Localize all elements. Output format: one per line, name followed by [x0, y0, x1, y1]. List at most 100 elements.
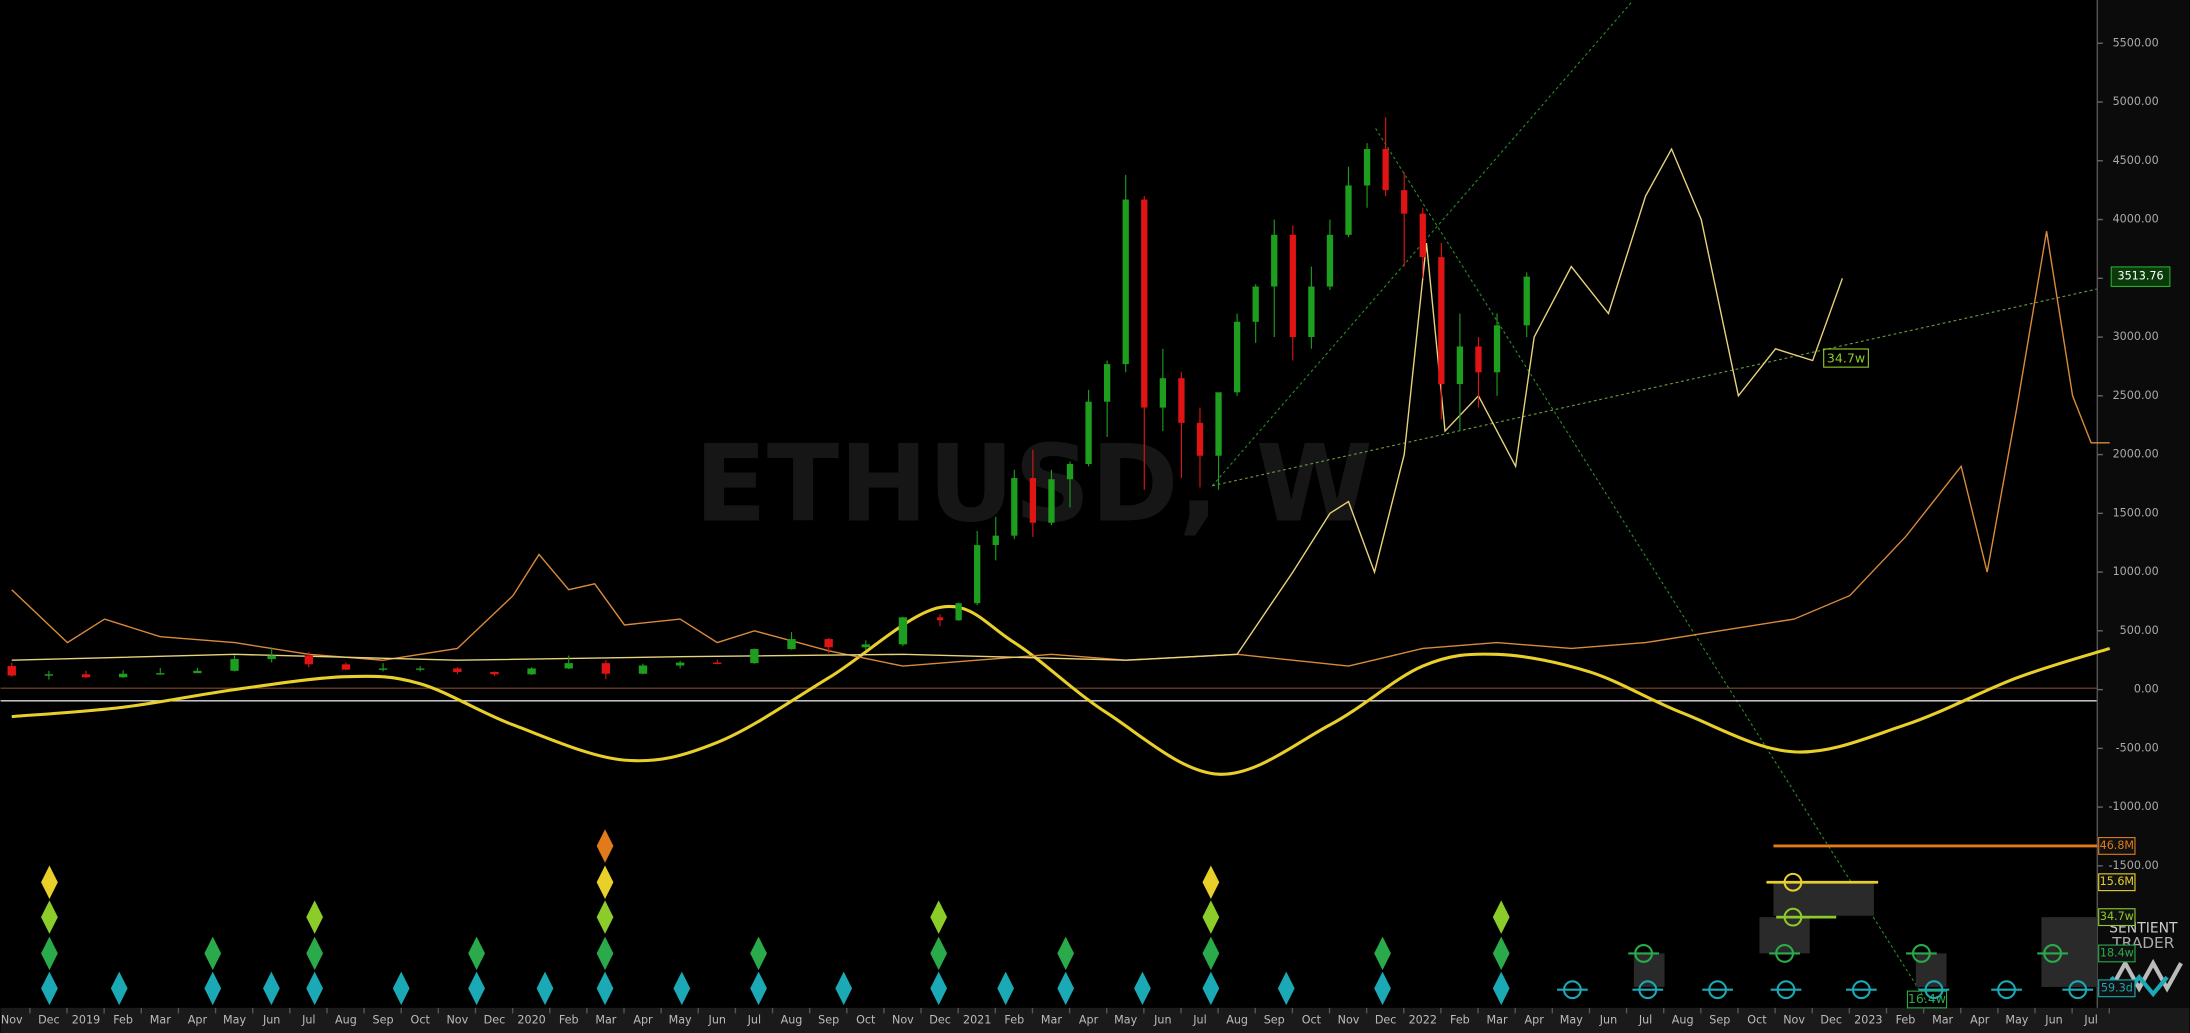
- candle-body: [1085, 401, 1092, 464]
- candle-body: [936, 617, 944, 621]
- candle-body: [1345, 185, 1352, 235]
- cycle-box: [1759, 917, 1810, 954]
- x-tick-label: Jun: [2044, 1013, 2062, 1026]
- x-tick-label: Mar: [1041, 1013, 1062, 1026]
- y-tick-label: 2500.00: [2113, 389, 2159, 402]
- x-tick-label: Oct: [1747, 1013, 1767, 1026]
- x-tick-label: Jul: [1638, 1013, 1652, 1026]
- cycle-marker: [930, 936, 948, 971]
- cycle-projection: [1783, 872, 1803, 892]
- cycle-label: 18.4w: [2100, 946, 2134, 959]
- annotation: 16.4w: [1908, 991, 1946, 1006]
- candle-body: [341, 664, 351, 670]
- x-tick-label: Oct: [411, 1013, 431, 1026]
- y-tick-label: -500.00: [2116, 741, 2159, 754]
- cycle-badge: [2098, 908, 2136, 927]
- cycle-marker: [596, 900, 614, 934]
- cycle-marker: [468, 971, 485, 1006]
- candle-body: [750, 649, 759, 664]
- cycle-projection: [1638, 980, 1658, 1000]
- candle-body: [267, 655, 276, 660]
- cycle-marker: [1202, 900, 1220, 934]
- y-tick-label: 2000.00: [2113, 448, 2159, 461]
- candle-body: [1178, 378, 1185, 423]
- candle-body: [974, 545, 981, 604]
- cycle-projection: [1708, 980, 1728, 1000]
- candle-body: [1141, 199, 1148, 408]
- x-tick-label: Oct: [1302, 1013, 1322, 1026]
- x-tick-label: Mar: [595, 1013, 616, 1026]
- x-tick-label: Oct: [856, 1013, 876, 1026]
- cycle-marker: [1374, 936, 1391, 971]
- candle-body: [1456, 346, 1464, 385]
- cycle-projection: [1911, 944, 1931, 963]
- x-tick-label: Nov: [1, 1013, 23, 1026]
- x-tick-label: 2019: [72, 1013, 100, 1026]
- y-tick-label: -1500.00: [2109, 859, 2159, 872]
- candle-body: [1475, 346, 1482, 373]
- y-axis-panel: [2097, 0, 2190, 1008]
- cycle-projection: [2068, 980, 2088, 1000]
- cycle-marker: [1057, 971, 1075, 1006]
- candle-body: [7, 666, 16, 676]
- cycle-projection: [1562, 980, 1582, 1000]
- candle-body: [1308, 286, 1315, 338]
- cycle-marker: [1057, 936, 1075, 971]
- x-tick-label: Nov: [1783, 1013, 1805, 1026]
- x-tick-label: Aug: [781, 1013, 803, 1026]
- cycle-marker: [1374, 971, 1391, 1006]
- candle-body: [527, 668, 536, 675]
- cycle-projection: [1634, 944, 1654, 963]
- candle-body: [378, 668, 388, 670]
- cycle-marker: [930, 900, 948, 934]
- candle-body: [861, 644, 870, 648]
- cycle-label: 15.6M: [2100, 875, 2134, 888]
- candle-body: [118, 673, 128, 678]
- candle-body: [1523, 276, 1530, 326]
- cycle-badge: [2098, 873, 2136, 892]
- cycle-marker: [41, 936, 58, 971]
- x-tick-label: Nov: [1338, 1013, 1360, 1026]
- candle-body: [416, 668, 425, 670]
- candle-body: [1104, 364, 1111, 402]
- cycle-projection: [1997, 980, 2016, 1000]
- cycle-marker: [1492, 971, 1510, 1006]
- y-tick-label: 1000.00: [2113, 565, 2159, 578]
- x-tick-label: Jul: [301, 1013, 315, 1026]
- cycle-badge: [2098, 944, 2136, 963]
- candle-body: [1215, 392, 1222, 456]
- candle-body: [564, 663, 573, 669]
- candle-body: [601, 663, 611, 674]
- y-tick-label: 4000.00: [2113, 213, 2159, 226]
- candle-body: [824, 639, 833, 648]
- candle-body: [1326, 234, 1334, 287]
- cycle-marker: [750, 971, 767, 1006]
- x-tick-label: Apr: [633, 1013, 653, 1026]
- x-tick-label: Jul: [747, 1013, 761, 1026]
- candle-body: [1252, 286, 1259, 322]
- x-tick-label: Mar: [1932, 1013, 1953, 1026]
- cycle-marker: [41, 865, 58, 899]
- candle-body: [1289, 234, 1296, 338]
- x-tick-label: 2020: [517, 1013, 545, 1026]
- x-tick-label: Apr: [1079, 1013, 1099, 1026]
- x-tick-label: Jun: [708, 1013, 726, 1026]
- x-tick-label: Nov: [446, 1013, 468, 1026]
- series-line: [11, 604, 2111, 776]
- cycle-marker: [1492, 900, 1510, 934]
- x-tick-label: May: [1114, 1013, 1137, 1026]
- candle-body: [490, 671, 499, 675]
- candle-body: [1122, 199, 1129, 365]
- cycle-projection: [1775, 944, 1795, 963]
- cycle-label: 46.8M: [2100, 839, 2134, 852]
- candle-body: [453, 668, 462, 672]
- price-label: 3513.76: [2117, 270, 2163, 283]
- cycle-marker: [930, 971, 948, 1006]
- x-tick-label: 2022: [1409, 1013, 1437, 1026]
- candle-body: [1419, 213, 1426, 258]
- candle-body: [638, 665, 648, 674]
- cycle-marker: [1134, 971, 1151, 1006]
- candle-body: [992, 535, 999, 546]
